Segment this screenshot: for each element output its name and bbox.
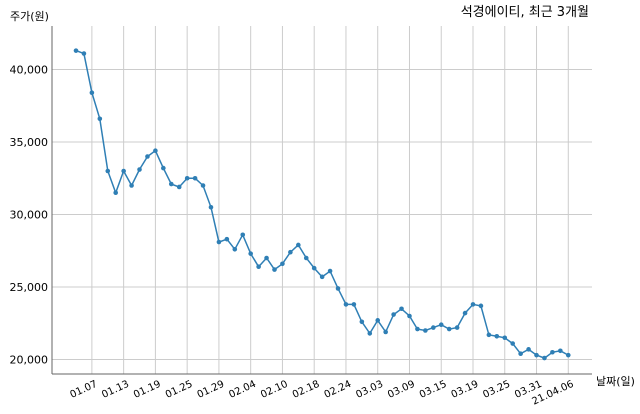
axes <box>51 26 592 375</box>
data-point <box>502 335 508 341</box>
data-point <box>343 302 349 307</box>
data-point <box>248 251 253 256</box>
x-tick-label: 01.07 <box>69 379 100 401</box>
data-point <box>462 310 468 316</box>
x-tick-label: 02.18 <box>291 379 322 401</box>
data-point <box>510 341 515 346</box>
x-tick-label: 03.25 <box>481 379 512 401</box>
data-point <box>153 148 158 153</box>
data-point <box>296 242 301 248</box>
y-tick-label: 20,000 <box>10 354 49 367</box>
data-point <box>518 351 523 357</box>
y-tick-labels: 20,000 25,000 30,000 35,000 40,000 <box>10 64 49 367</box>
data-point <box>168 181 174 187</box>
chart-title: 석경에이티, 최근 3개월 <box>461 5 589 20</box>
price-series <box>73 48 571 361</box>
y-tick-label: 40,000 <box>10 64 49 77</box>
data-point <box>232 247 238 252</box>
data-point <box>335 286 341 291</box>
data-point <box>383 329 388 335</box>
data-point <box>224 236 230 242</box>
x-tick-label: 02.10 <box>259 379 290 401</box>
data-point <box>89 90 95 95</box>
data-point <box>565 352 571 358</box>
data-point <box>494 334 500 339</box>
data-point <box>542 355 547 361</box>
y-axis-label: 주가(원) <box>10 10 49 23</box>
data-point <box>454 325 460 330</box>
data-point <box>264 255 269 261</box>
data-point <box>192 175 198 181</box>
data-point <box>288 249 293 255</box>
x-tick-labels: 01.07 01.13 01.19 01.25 01.29 02.04 02.10 02.18… <box>69 379 576 408</box>
data-point <box>105 168 111 174</box>
data-point <box>351 302 357 307</box>
price-line <box>75 49 569 359</box>
x-tick-label: 01.29 <box>196 379 227 401</box>
data-point <box>391 312 396 317</box>
data-point <box>375 318 381 323</box>
data-point <box>145 154 150 159</box>
data-point <box>303 255 309 261</box>
x-tick-label: 01.19 <box>132 379 163 401</box>
x-tick-label: 03.19 <box>450 379 481 401</box>
data-point <box>470 302 476 307</box>
data-point <box>137 167 142 172</box>
data-point <box>399 306 404 312</box>
data-point <box>280 261 285 267</box>
data-point <box>438 322 444 328</box>
grid-lines <box>52 26 592 374</box>
x-tick-label: 03.15 <box>418 379 449 401</box>
data-point <box>407 313 412 319</box>
data-point <box>272 267 277 272</box>
data-point <box>534 352 539 358</box>
x-tick-label: 01.13 <box>100 379 131 401</box>
data-point <box>121 168 126 174</box>
x-tick-label: 02.24 <box>323 379 354 401</box>
x-axis-label: 날짜(일) <box>596 374 635 388</box>
data-point <box>81 51 87 56</box>
data-point <box>184 175 190 181</box>
x-tick-label: 01.25 <box>164 379 195 401</box>
data-point <box>113 190 118 196</box>
y-tick-label: 30,000 <box>10 209 49 222</box>
x-tick-label: 02.04 <box>227 379 258 401</box>
data-point <box>200 183 206 188</box>
data-point <box>526 347 531 352</box>
data-point <box>415 326 420 332</box>
data-point <box>319 274 325 280</box>
data-point <box>558 348 563 354</box>
data-point <box>367 331 373 336</box>
data-point <box>311 265 317 271</box>
y-tick-label: 25,000 <box>10 281 49 294</box>
data-point <box>359 319 365 325</box>
data-point <box>256 264 261 270</box>
data-point <box>97 116 103 122</box>
data-point <box>73 48 79 53</box>
data-point <box>216 239 222 245</box>
data-point <box>327 268 333 274</box>
data-point <box>129 183 134 188</box>
x-tick-label: 03.09 <box>386 379 417 401</box>
data-point <box>550 349 555 355</box>
data-point <box>208 204 214 210</box>
data-point <box>446 326 452 332</box>
data-point <box>486 332 492 338</box>
data-point <box>431 325 436 330</box>
data-point <box>240 232 246 238</box>
data-point <box>423 328 428 333</box>
data-point <box>176 184 182 190</box>
data-point <box>161 165 166 171</box>
y-tick-label: 35,000 <box>10 136 49 149</box>
x-tick-label: 03.03 <box>354 379 385 401</box>
data-point <box>478 303 484 309</box>
